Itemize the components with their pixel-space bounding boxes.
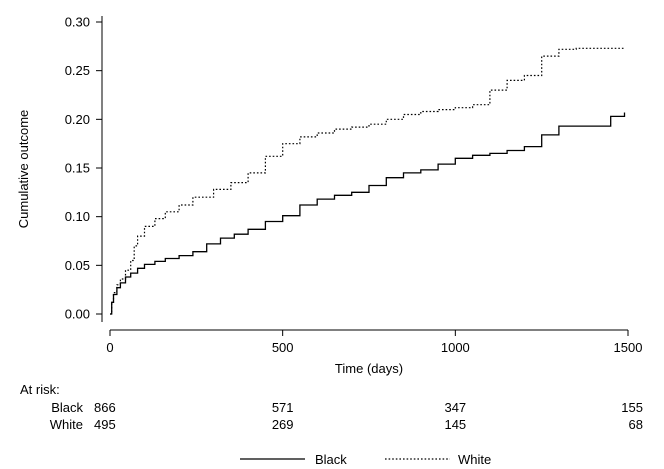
at-risk-label-white: White	[50, 417, 83, 432]
series-line-white	[110, 47, 625, 315]
at-risk-table: At risk: Black 866 571 347 155 White 495 269 145…	[20, 382, 643, 432]
at-risk-value: 68	[629, 417, 643, 432]
x-ticks: 0 500 1000 1500	[106, 330, 642, 355]
x-tick-label: 1000	[441, 340, 470, 355]
legend-label-white: White	[458, 452, 491, 467]
x-axis: 0 500 1000 1500 Time (days)	[106, 329, 642, 376]
y-axis: 0.00 0.05 0.10 0.15 0.20 0.25 0.30 Cumulative …	[16, 15, 103, 322]
y-tick-label: 0.00	[65, 307, 90, 322]
series-line-black	[110, 112, 626, 315]
legend: Black White	[240, 452, 491, 467]
x-tick-label: 1500	[614, 340, 643, 355]
y-tick-label: 0.30	[65, 15, 90, 30]
y-tick-label: 0.05	[65, 258, 90, 273]
at-risk-rows: Black 866 571 347 155 White 495 269 145 68	[50, 400, 643, 432]
y-ticks: 0.00 0.05 0.10 0.15 0.20 0.25 0.30	[65, 15, 102, 322]
x-axis-label: Time (days)	[335, 361, 403, 376]
y-axis-label: Cumulative outcome	[16, 110, 31, 229]
at-risk-value: 866	[94, 400, 116, 415]
x-tick-label: 500	[272, 340, 294, 355]
at-risk-value: 145	[444, 417, 466, 432]
at-risk-value: 269	[272, 417, 294, 432]
at-risk-label-black: Black	[51, 400, 83, 415]
plot-series	[110, 47, 626, 315]
y-tick-label: 0.20	[65, 112, 90, 127]
at-risk-value: 155	[621, 400, 643, 415]
at-risk-value: 347	[444, 400, 466, 415]
legend-label-black: Black	[315, 452, 347, 467]
y-tick-label: 0.25	[65, 63, 90, 78]
y-tick-label: 0.15	[65, 161, 90, 176]
x-tick-label: 0	[106, 340, 113, 355]
at-risk-value: 495	[94, 417, 116, 432]
at-risk-value: 571	[272, 400, 294, 415]
at-risk-title: At risk:	[20, 382, 60, 397]
y-tick-label: 0.10	[65, 209, 90, 224]
